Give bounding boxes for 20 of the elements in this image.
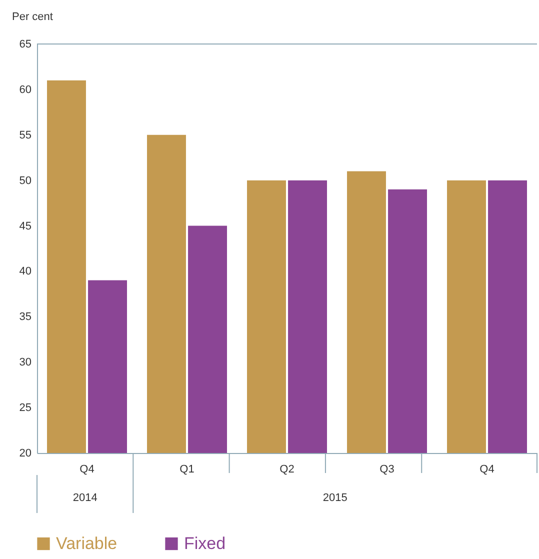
- x-tick-label: Q4: [80, 464, 94, 476]
- y-tick-label: 20: [19, 448, 32, 460]
- y-tick-label: 50: [19, 174, 32, 187]
- text: 2014: [72, 492, 98, 504]
- y-tick-label: 25: [19, 402, 32, 414]
- y-tick-label: 65: [19, 38, 32, 50]
- x-tick-label: Q4: [480, 464, 494, 476]
- y-tick-label: 30: [19, 356, 32, 369]
- x-tick-label: Q1: [180, 464, 194, 476]
- legend-label: Fixed: [184, 534, 226, 553]
- y-tick-label: 35: [19, 311, 32, 324]
- x-tick-label: Q2: [280, 464, 294, 476]
- y-tick-label: 40: [19, 266, 32, 278]
- legend-label: Variable: [56, 534, 118, 553]
- x-tick-label: Q3: [380, 464, 394, 476]
- y-tick-label: 60: [19, 84, 32, 96]
- y-tick-label: 55: [19, 129, 32, 142]
- text: 2015: [322, 492, 348, 504]
- y-tick-label: 45: [19, 220, 32, 232]
- y-axis-title: Per cent: [12, 11, 53, 23]
